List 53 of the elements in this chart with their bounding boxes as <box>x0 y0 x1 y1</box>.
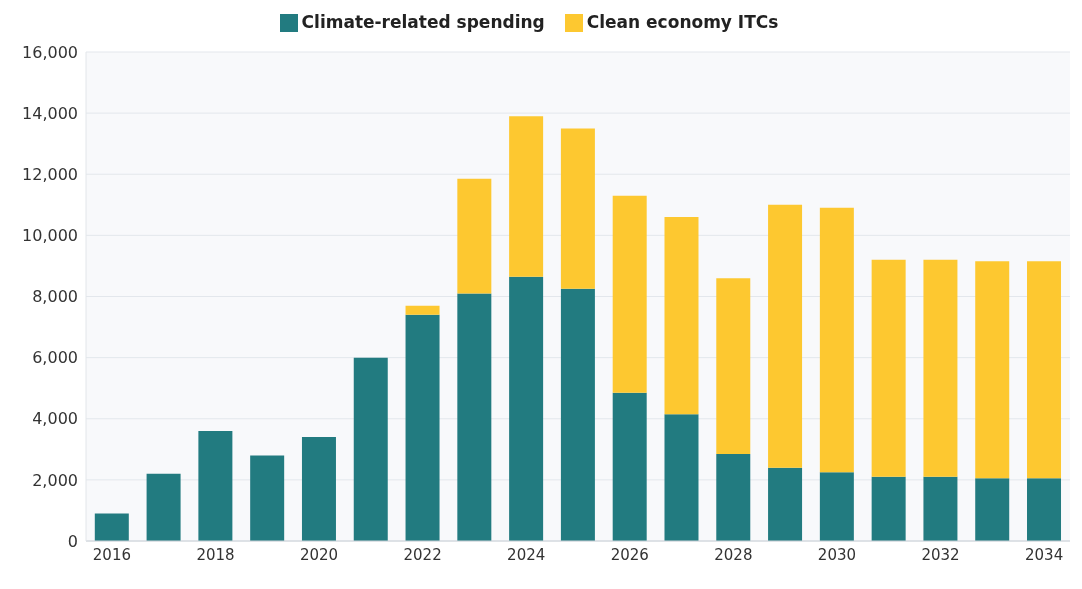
y-tick-label: 2,000 <box>32 470 78 490</box>
x-tick-label: 2022 <box>403 545 442 564</box>
bar <box>871 476 906 541</box>
bar <box>1027 478 1062 541</box>
x-tick-label: 2016 <box>92 545 131 564</box>
y-tick-label: 16,000 <box>22 42 78 62</box>
x-tick-label: 2028 <box>714 545 753 564</box>
x-tick-label: 2030 <box>817 545 857 564</box>
y-tick-label: 6,000 <box>32 348 78 368</box>
x-tick-label: 2034 <box>1025 545 1064 564</box>
y-tick-label: 4,000 <box>32 409 78 429</box>
bar <box>405 305 440 315</box>
bar <box>612 392 647 541</box>
bar <box>146 473 181 541</box>
bar <box>923 259 958 477</box>
bar <box>923 476 958 541</box>
bar <box>819 207 854 473</box>
x-tick-label: 2018 <box>196 545 235 564</box>
bar <box>871 259 906 477</box>
bar <box>198 430 233 541</box>
x-tick-label: 2026 <box>610 545 649 564</box>
bar <box>768 467 803 541</box>
legend-label: Clean economy ITCs <box>586 12 779 32</box>
y-tick-label: 14,000 <box>22 103 78 123</box>
bar <box>560 128 595 289</box>
x-tick-label: 2024 <box>507 545 546 564</box>
bar <box>457 178 492 294</box>
bar <box>405 314 440 541</box>
bar <box>94 513 129 541</box>
bar <box>301 437 336 541</box>
bar <box>664 217 699 415</box>
bar <box>612 195 647 393</box>
bar <box>768 204 803 468</box>
bar <box>560 288 595 541</box>
y-tick-label: 0 <box>67 531 78 551</box>
bar <box>664 414 699 541</box>
y-tick-label: 12,000 <box>22 164 78 184</box>
legend-label: Climate-related spending <box>301 12 545 32</box>
bar <box>353 357 388 541</box>
bar <box>819 472 854 541</box>
bar <box>1027 261 1062 479</box>
bar <box>975 261 1010 479</box>
bar <box>250 455 285 541</box>
bar <box>716 453 751 541</box>
x-tick-label: 2020 <box>299 545 339 564</box>
bar <box>975 478 1010 541</box>
y-tick-label: 8,000 <box>32 287 78 307</box>
y-tick-label: 10,000 <box>22 226 78 246</box>
bar <box>457 293 492 541</box>
bar <box>716 278 751 454</box>
bar <box>509 276 544 541</box>
bar <box>509 116 544 277</box>
x-tick-label: 2032 <box>921 545 960 564</box>
